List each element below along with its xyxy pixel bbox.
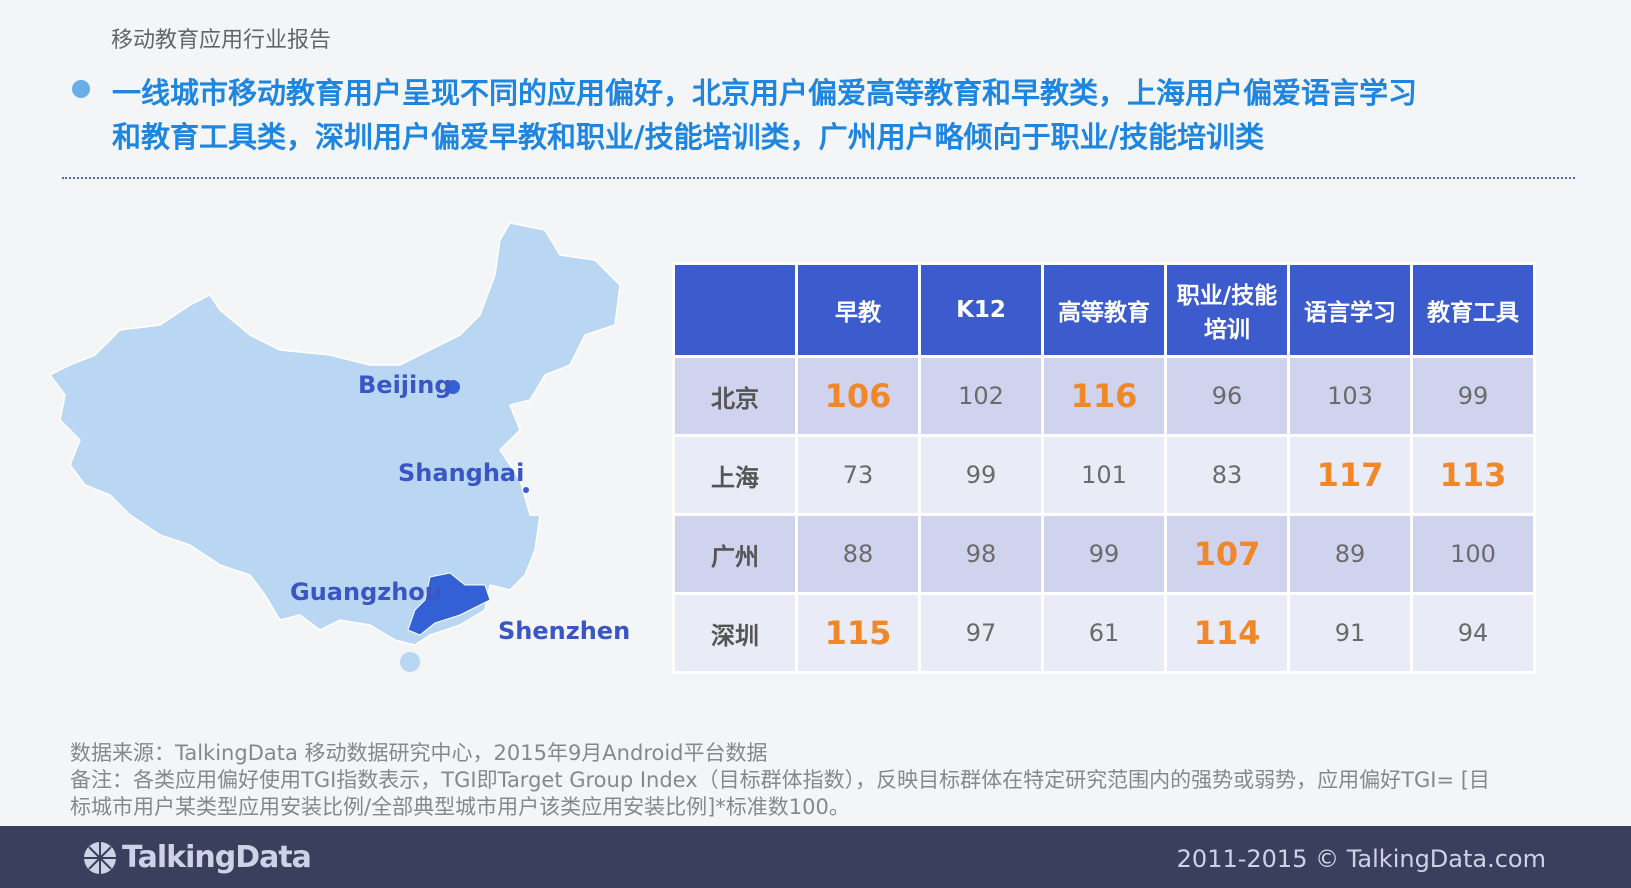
- column-header: 高等教育: [1041, 262, 1167, 358]
- column-header: 语言学习: [1287, 262, 1413, 358]
- value-cell: 100: [1410, 513, 1536, 595]
- value-cell: 83: [1164, 434, 1290, 516]
- city-cell: 上海: [672, 434, 798, 516]
- value-cell: 115: [795, 592, 921, 674]
- value-cell: 98: [918, 513, 1044, 595]
- data-row: 上海 73 99 101 83 117 113: [672, 434, 1536, 516]
- headline: 一线城市移动教育用户呈现不同的应用偏好，北京用户偏爱高等教育和早教类，上海用户偏…: [112, 76, 1418, 110]
- value-cell: 88: [795, 513, 921, 595]
- data-row: 广州 88 98 99 107 89 100: [672, 513, 1536, 595]
- value-cell: 106: [795, 355, 921, 437]
- china-outline: [48, 222, 621, 646]
- city-cell: 深圳: [672, 592, 798, 674]
- value-cell: 99: [918, 434, 1044, 516]
- value-cell: 107: [1164, 513, 1290, 595]
- value-cell: 73: [795, 434, 921, 516]
- header-row: 早教 K12 高等教育 职业/技能培训 语言学习 教育工具: [672, 262, 1536, 358]
- hainan: [400, 652, 420, 672]
- remark-note: 备注：各类应用偏好使用TGI指数表示，TGI即Target Group Inde…: [70, 768, 1490, 819]
- value-cell: 103: [1287, 355, 1413, 437]
- data-row: 深圳 115 97 61 114 91 94: [672, 592, 1536, 674]
- value-cell: 101: [1041, 434, 1167, 516]
- column-header: 早教: [795, 262, 921, 358]
- column-header: K12: [918, 262, 1044, 358]
- value-cell: 114: [1164, 592, 1290, 674]
- map-label: Shenzhen: [498, 617, 630, 645]
- city-cell: 广州: [672, 513, 798, 595]
- value-cell: 117: [1287, 434, 1413, 516]
- map-label: Guangzhou: [290, 578, 442, 606]
- corner-cell: [672, 262, 798, 358]
- value-cell: 96: [1164, 355, 1290, 437]
- source-note: 数据来源：TalkingData 移动数据研究中心，2015年9月Android…: [70, 741, 768, 765]
- map-label: Beijing: [358, 371, 452, 399]
- map-label: Shanghai: [398, 459, 524, 487]
- data-row: 北京 106 102 116 96 103 99: [672, 355, 1536, 437]
- bullet: [72, 80, 90, 98]
- value-cell: 94: [1410, 592, 1536, 674]
- value-cell: 113: [1410, 434, 1536, 516]
- column-header: 职业/技能培训: [1164, 262, 1290, 358]
- footer-bar: [0, 826, 1631, 888]
- value-cell: 91: [1287, 592, 1413, 674]
- value-cell: 61: [1041, 592, 1167, 674]
- headline: 和教育工具类，深圳用户偏爱早教和职业/技能培训类，广州用户略倾向于职业/技能培训…: [112, 120, 1265, 154]
- china-map: Beijing Shanghai Guangzhou Shenzhen: [48, 222, 630, 672]
- copyright: 2011-2015 © TalkingData.com: [1176, 845, 1546, 873]
- value-cell: 99: [1410, 355, 1536, 437]
- tgi-table: 早教 K12 高等教育 职业/技能培训 语言学习 教育工具 北京 106 102 116 96 103…: [672, 262, 1536, 674]
- value-cell: 99: [1041, 513, 1167, 595]
- column-header: 教育工具: [1410, 262, 1536, 358]
- guangdong: [407, 572, 491, 636]
- report-title: 移动教育应用行业报告: [111, 28, 332, 53]
- brand: TalkingData: [122, 840, 312, 875]
- city-cell: 北京: [672, 355, 798, 437]
- divider: [62, 177, 1575, 179]
- brand-logo: [84, 842, 116, 874]
- value-cell: 89: [1287, 513, 1413, 595]
- value-cell: 97: [918, 592, 1044, 674]
- beijing-marker: [446, 380, 460, 394]
- value-cell: 116: [1041, 355, 1167, 437]
- shanghai-marker: [523, 487, 529, 493]
- value-cell: 102: [918, 355, 1044, 437]
